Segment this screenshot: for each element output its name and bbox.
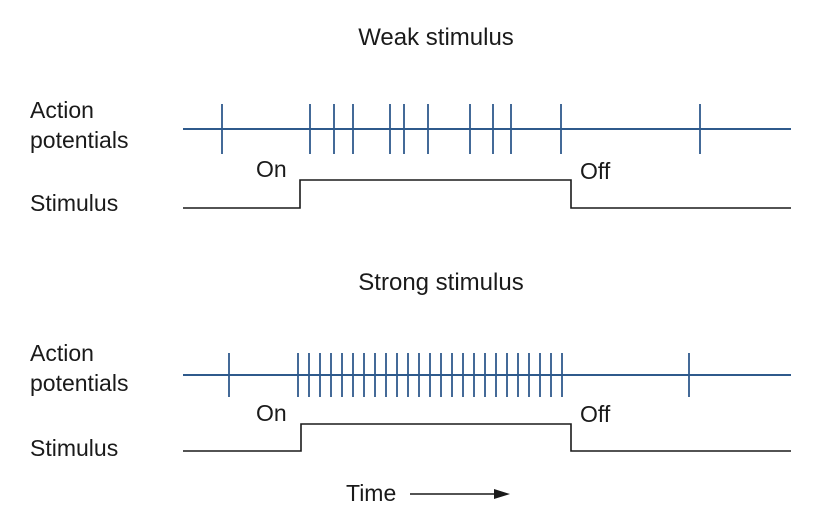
action-potential-train [183, 353, 791, 397]
action-potentials-label-line1: Action [30, 340, 94, 366]
stimulus-on-label: On [256, 400, 287, 426]
stimulus-off-label: Off [580, 401, 611, 427]
stimulus-row-label: Stimulus [30, 435, 118, 461]
action-potentials-label-line2: potentials [30, 370, 128, 396]
stimulus-off-label: Off [580, 158, 611, 184]
action-potential-train [183, 104, 791, 154]
stimulus-trace [183, 179, 791, 209]
weak-stimulus-panel: Weak stimulus Action potentials Stimulus… [30, 24, 791, 216]
time-axis: Time [346, 480, 510, 506]
time-label: Time [346, 480, 396, 506]
weak-stimulus-title: Weak stimulus [358, 24, 514, 51]
time-arrow-head [494, 489, 510, 499]
action-potentials-label-line1: Action [30, 97, 94, 123]
stimulus-on-label: On [256, 156, 287, 182]
action-potentials-label-line2: potentials [30, 127, 128, 153]
stimulus-step-line [183, 179, 791, 209]
strong-stimulus-title: Strong stimulus [358, 269, 523, 296]
stimulus-row-label: Stimulus [30, 190, 118, 216]
stimulus-trace [183, 423, 791, 452]
stimulus-step-line [183, 423, 791, 452]
strong-stimulus-panel: Strong stimulus Action potentials Stimul… [30, 269, 791, 461]
